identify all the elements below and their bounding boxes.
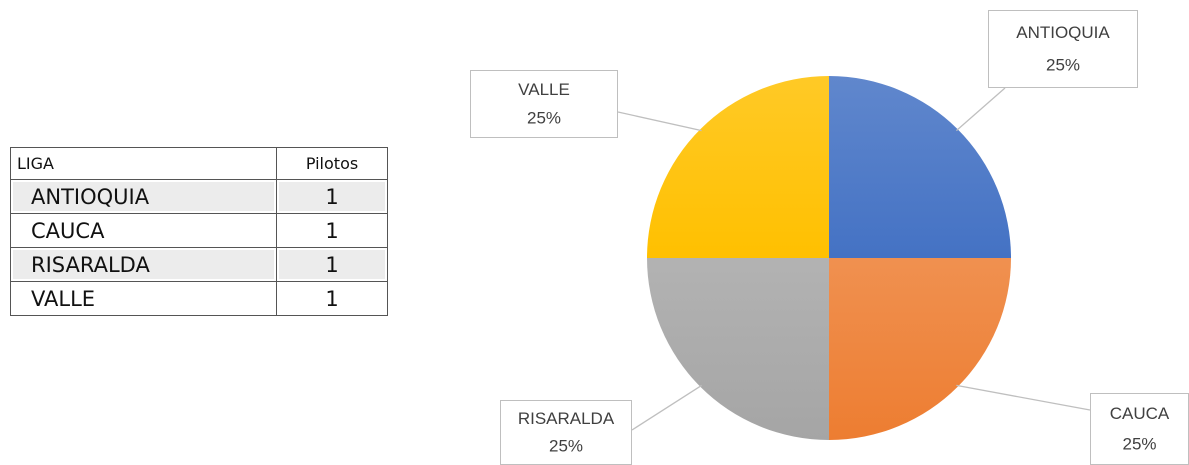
slice-label: VALLE [518, 80, 570, 99]
leader-line [617, 111, 702, 132]
cell: ANTIOQUIA [10, 179, 277, 214]
table-header: LIGA Pilotos [10, 147, 388, 180]
pie-slice [647, 258, 829, 440]
callout-box [1090, 393, 1189, 465]
slice-label: RISARALDA [518, 409, 615, 428]
header-cell: Pilotos [276, 147, 388, 180]
value-label: 25% [1122, 434, 1156, 453]
cell: CAUCA [10, 213, 277, 248]
callout-box [500, 400, 632, 465]
table-row: CAUCA 1 [10, 213, 388, 248]
pie-slice [829, 76, 1011, 258]
slice-label: ANTIOQUIA [1016, 23, 1110, 42]
data-table: LIGA Pilotos ANTIOQUIA 1 CAUCA 1 RISARAL… [10, 147, 388, 316]
callout-box [988, 10, 1138, 88]
leader-line [955, 87, 1006, 132]
slice-label: CAUCA [1110, 404, 1170, 423]
cell: 1 [276, 281, 388, 316]
table-row: VALLE 1 [10, 281, 388, 316]
header-cell: LIGA [10, 147, 277, 180]
cell: RISARALDA [10, 247, 277, 282]
table-row: ANTIOQUIA 1 [10, 179, 388, 214]
cell: 1 [276, 247, 388, 282]
table-row: RISARALDA 1 [10, 247, 388, 282]
value-label: 25% [549, 436, 583, 455]
value-label: 25% [527, 108, 561, 127]
value-label: 25% [1046, 56, 1080, 75]
pie-slice [829, 258, 1011, 440]
cell: VALLE [10, 281, 277, 316]
leader-line [631, 384, 702, 431]
callout-box [470, 70, 618, 138]
pie-slice [647, 76, 829, 258]
leader-line [956, 384, 1091, 411]
